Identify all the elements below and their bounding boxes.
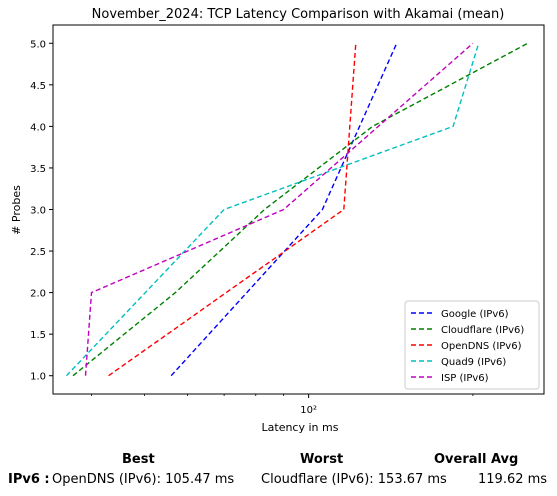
series-line-isp [84, 42, 474, 376]
overall-avg-value: 119.62 ms [478, 472, 548, 487]
best-value: OpenDNS (IPv6): 105.47 ms [52, 472, 235, 487]
y-tick-label: 4.0 [30, 122, 46, 133]
y-tick-label: 2.0 [30, 289, 46, 300]
latency-chart: November_2024: TCP Latency Comparison wi… [10, 7, 545, 434]
y-axis-label: # Probes [10, 185, 23, 235]
legend-label: Google (IPv6) [441, 309, 509, 320]
worst-header: Worst [300, 452, 344, 467]
row-label: IPv6 : [8, 472, 50, 487]
chart-title: November_2024: TCP Latency Comparison wi… [92, 7, 505, 22]
series-line-quad9 [65, 43, 480, 377]
legend-box [404, 300, 540, 390]
y-tick-label: 5.0 [30, 39, 46, 50]
y-tick-label: 2.5 [30, 247, 46, 258]
best-header: Best [122, 452, 155, 467]
y-tick-label: 3.5 [30, 164, 46, 175]
legend-label: OpenDNS (IPv6) [441, 341, 522, 352]
x-tick-label: 10² [300, 405, 317, 416]
legend-label: ISP (IPv6) [441, 373, 489, 384]
series-line-google [170, 43, 398, 377]
overall-avg-header: Overall Avg [434, 452, 519, 467]
worst-value: Cloudflare (IPv6): 153.67 ms [261, 472, 447, 487]
legend-label: Cloudflare (IPv6) [441, 325, 524, 336]
y-tick-label: 3.0 [30, 206, 46, 217]
series-lines [65, 42, 529, 377]
series-line-cloudflare [72, 42, 529, 377]
series-line-opendns [108, 43, 357, 377]
y-tick-label: 4.5 [30, 81, 46, 92]
legend: Google (IPv6) Cloudflare (IPv6) OpenDNS (I… [404, 300, 540, 390]
y-axis: 1.0 1.5 2.0 2.5 3.0 3.5 4.0 4.5 5.0 [30, 39, 53, 383]
x-axis: 10² [91, 394, 474, 416]
y-tick-label: 1.5 [30, 330, 46, 341]
x-axis-label: Latency in ms [262, 421, 339, 434]
y-tick-label: 1.0 [30, 372, 46, 383]
legend-label: Quad9 (IPv6) [441, 357, 506, 368]
